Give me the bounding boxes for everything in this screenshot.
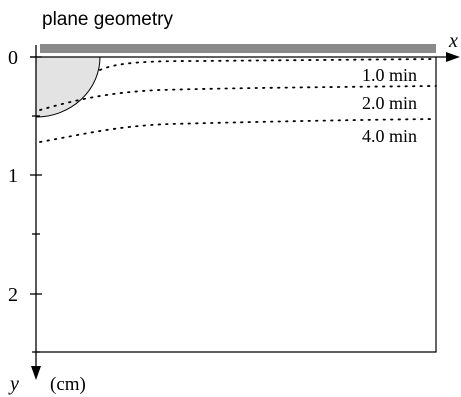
- y-tick-label-1: 1: [8, 165, 18, 187]
- y-axis-label: y: [8, 373, 19, 395]
- contour-label-2min: 2.0 min: [362, 93, 417, 113]
- contour-label-4min: 4.0 min: [362, 126, 417, 146]
- y-axis-arrow: [31, 366, 41, 380]
- electrode-plate: [40, 44, 436, 53]
- x-axis-arrow: [446, 52, 460, 62]
- y-ticks: [30, 56, 42, 353]
- y-tick-label-0: 0: [8, 47, 18, 69]
- contour-4min: [39, 118, 437, 143]
- y-axis-unit: (cm): [50, 374, 86, 395]
- contour-1min: [99, 58, 437, 71]
- source-region: [35, 56, 101, 118]
- diagram-title: plane geometry: [42, 9, 173, 30]
- domain-boundary: [36, 57, 437, 353]
- y-tick-label-2: 2: [8, 284, 18, 306]
- contour-2min: [39, 85, 437, 111]
- x-axis-label: x: [448, 30, 458, 52]
- contour-label-1min: 1.0 min: [362, 65, 417, 85]
